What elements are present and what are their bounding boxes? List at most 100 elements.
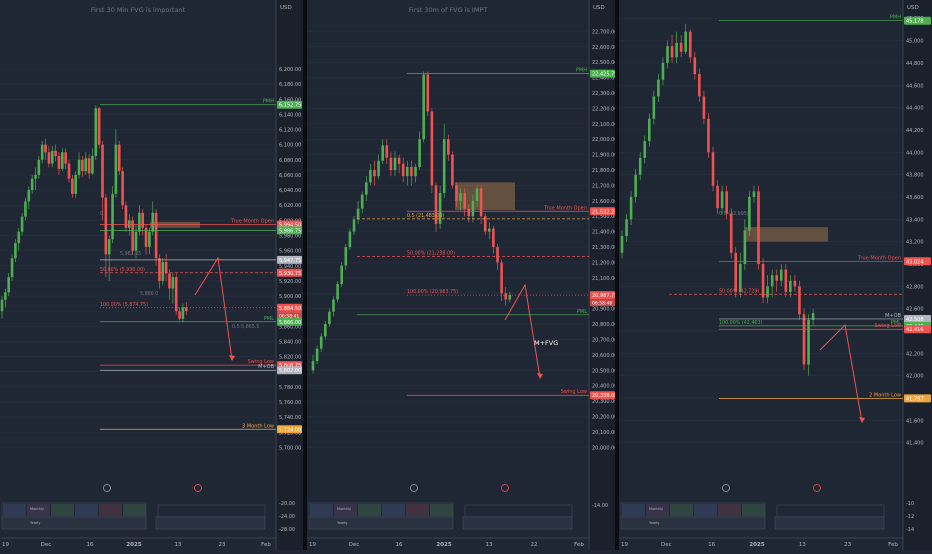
period-cell [310,504,333,516]
fvg-zone [150,221,200,228]
price-tag-value: 20,338.00 [592,393,617,399]
candle-body [128,220,131,228]
candle-body [164,261,168,274]
price-tag [277,268,302,277]
projection-arrowhead [537,373,543,379]
level-label: PMH [263,99,274,105]
candle-body [17,231,21,244]
x-tick-label: Dec [661,542,672,548]
candle-body [7,277,10,293]
price-tag-value: 42,416 [906,327,924,333]
candle-body [81,159,84,172]
candle-body [14,243,17,259]
y-tick-label: 20,600.00 [592,353,617,359]
candle-body [657,79,660,97]
fib-label: 100.00% (5,874.75) [100,302,148,308]
y-tick-label: 6,080.00 [279,158,301,164]
y-tick-label: 5,980.00 [279,234,301,240]
candle-body [475,188,479,201]
price-tag-value: 5,994.50 [279,223,301,229]
candle-body [340,265,343,285]
candle-body [430,111,434,186]
candle-body [174,277,178,312]
annotation-label: M+FVG [534,339,558,347]
price-tag-value: 20,987.75 [592,293,617,299]
candle-body [121,171,124,206]
period-cell [75,504,98,516]
candle-body [807,319,810,365]
chart-title: First 30m of FVG is IMPT [409,6,488,14]
candle-body [426,74,430,112]
price-tag [277,366,302,375]
candle-body [707,118,710,153]
candle-body [4,292,7,300]
price-tag-value: 45,178 [906,19,924,25]
price-tag-value: 5,884.50 [279,306,301,312]
period-panel: Monthly Yearly [620,502,885,530]
candle-body [336,284,339,300]
price-tag-value: 5,724.00 [279,427,301,433]
y-tick-label: 20,500.00 [592,368,617,374]
price-tag-value: 5,866.00 [279,320,301,326]
price-tag [904,314,931,323]
price-axis-background [903,0,932,550]
price-tag-value: 22,425.75 [592,72,617,78]
candle-body [332,299,335,312]
candle-body [410,166,413,177]
price-tag [277,100,302,109]
candle-body [365,182,368,195]
y-tick-label: 6,060.00 [279,173,301,179]
candle-body [138,212,141,232]
dividend-event-icon [813,484,821,492]
candle-body [679,42,683,52]
candle-body [471,200,475,217]
projection-arrow [194,256,233,361]
candle-body [158,258,161,281]
y-tick-label: 44,400 [906,106,924,112]
candle-body [661,62,665,80]
y-tick-label: 5,920.00 [279,279,301,285]
price-tag-value: 5,930.75 [279,271,301,277]
chart-pane-2: First 30m of FVG is IMPT USD 22,700.00 22,6… [307,0,617,550]
projection-arrowhead [229,355,235,361]
level-label: PML [264,316,274,322]
fib-label: 50.00% (21,238.00) [407,251,455,257]
candle-body [702,96,706,119]
candle-body [319,336,323,349]
price-tag [904,16,931,25]
y-tick-label: 20,300.00 [592,399,617,405]
candle-body [181,307,185,319]
candle-body [638,157,642,175]
pane-background [0,0,276,550]
candle-body [675,42,678,58]
pane-background [619,0,903,550]
y-tick-label: 5,700.00 [279,445,301,451]
countdown-tag [590,299,615,307]
period-box-right-lower [462,516,573,530]
y-tick-label: 6,140.00 [279,112,301,118]
y-tick-label: 6,040.00 [279,188,301,194]
candle-body [508,294,512,300]
period-box-yearly [308,516,454,530]
x-tick-label: 2025 [126,542,141,548]
candle-body [47,152,51,164]
y-tick-label: 20,100.00 [592,430,617,436]
candle-body [406,166,409,177]
y-tick-label: 20,400.00 [592,384,617,390]
price-tag-value: 21,532.25 [592,209,617,215]
candle-body [725,191,728,214]
period-box-yearly [1,516,147,530]
price-tag [590,69,615,78]
candle-body [50,150,54,164]
pane-divider [303,0,307,550]
y-tick-label: 22,600.00 [592,45,617,51]
y-tick-label: 22,000.00 [592,137,617,143]
candle-body [401,163,405,177]
y-tick-label: 5,860.00 [279,324,301,330]
period-cell [622,504,645,516]
x-tick-label: 2025 [436,542,451,548]
y-tick-label: 6,200.00 [279,67,301,73]
candle-body [352,219,356,232]
